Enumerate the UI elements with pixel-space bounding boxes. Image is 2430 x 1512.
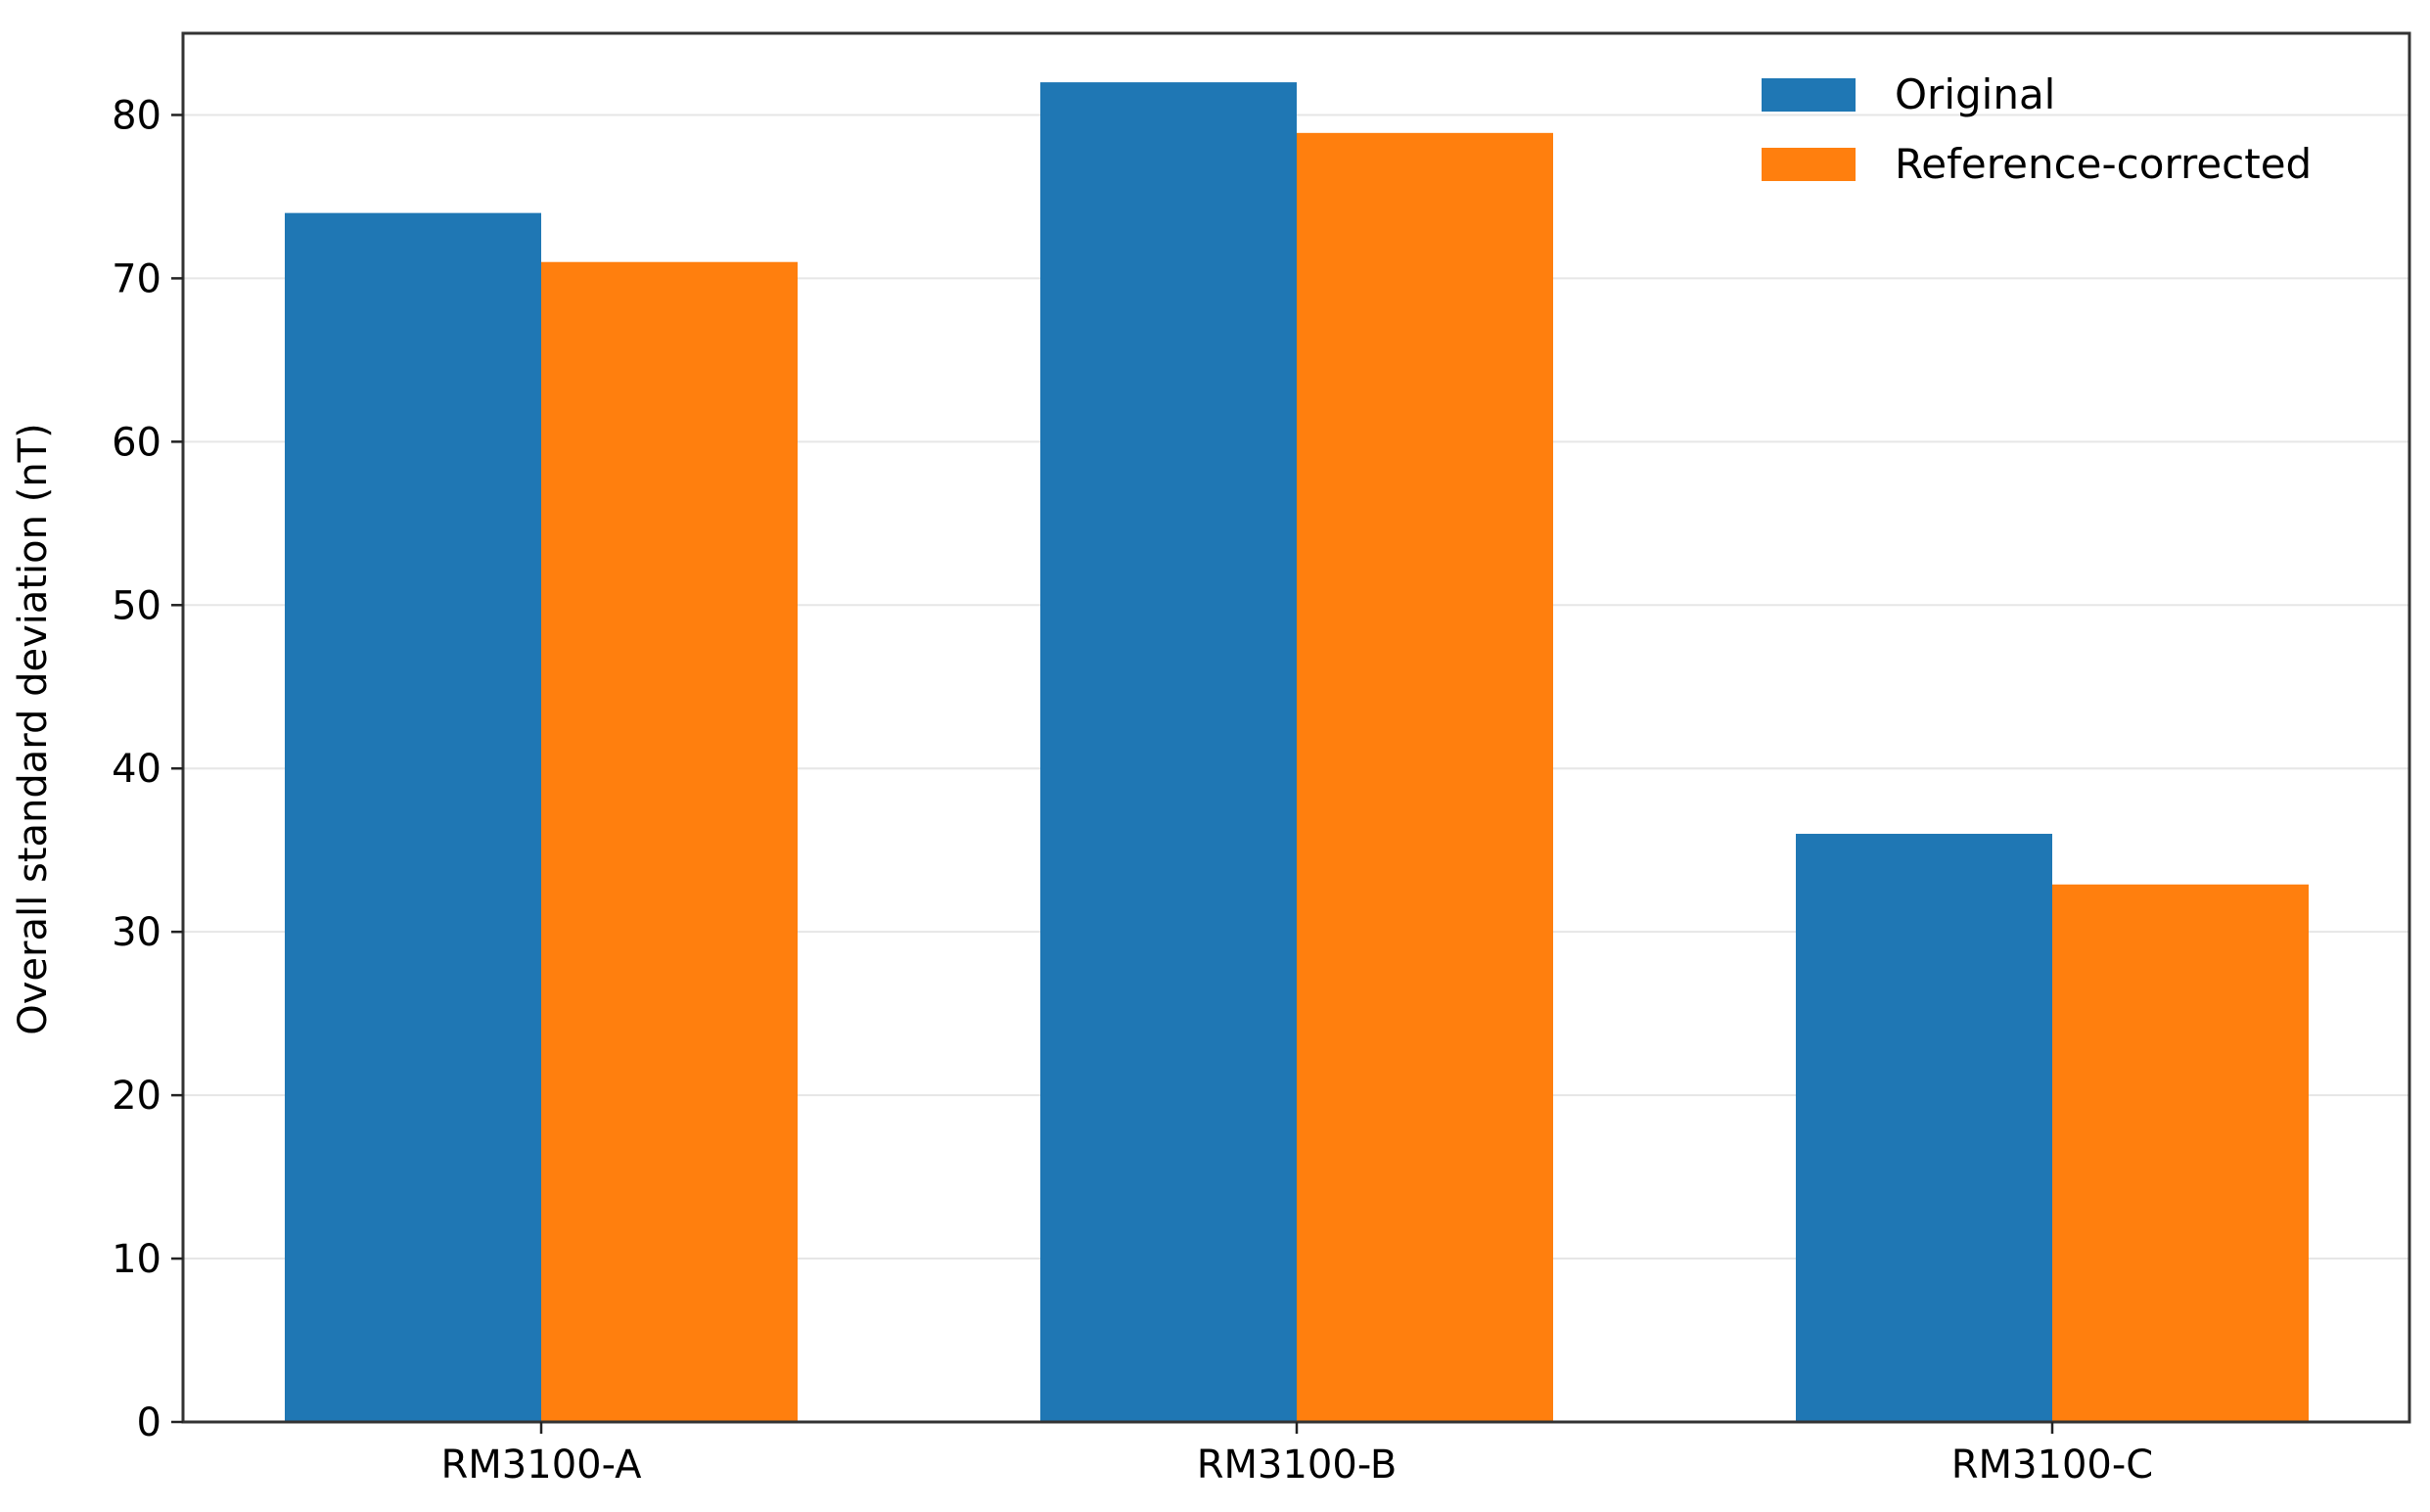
y-tick-label: 0 <box>137 1400 161 1445</box>
x-tick-label: RM3100-B <box>1197 1443 1398 1488</box>
y-axis-ticks: 0 10 20 30 40 50 60 70 80 <box>112 93 183 1445</box>
legend-swatch <box>1762 78 1856 112</box>
x-axis-ticks: RM3100-A RM3100-B RM3100-C <box>440 1422 2153 1488</box>
bars <box>285 82 2309 1423</box>
y-tick-label: 80 <box>112 93 161 138</box>
legend-label: Original <box>1895 70 2055 118</box>
bar-original-rm3100-a <box>285 212 541 1423</box>
legend-swatch <box>1762 148 1856 181</box>
legend-label: Reference-corrected <box>1895 140 2312 188</box>
bar-original-rm3100-c <box>1796 834 2052 1422</box>
bar-reference-corrected-rm3100-c <box>2052 884 2309 1422</box>
bar-reference-corrected-rm3100-b <box>1297 132 1553 1423</box>
y-tick-label: 20 <box>112 1074 161 1119</box>
y-tick-label: 60 <box>112 420 161 465</box>
y-tick-label: 10 <box>112 1237 161 1282</box>
y-tick-label: 40 <box>112 747 161 792</box>
y-tick-label: 50 <box>112 583 161 628</box>
bar-original-rm3100-b <box>1040 82 1297 1422</box>
y-axis-label: Overall standard deviation (nT) <box>11 423 56 1034</box>
x-tick-label: RM3100-A <box>440 1443 642 1488</box>
y-tick-label: 70 <box>112 256 161 301</box>
x-tick-label: RM3100-C <box>1951 1443 2153 1488</box>
y-tick-label: 30 <box>112 910 161 955</box>
legend: Original Reference-corrected <box>1762 70 2312 188</box>
bar-reference-corrected-rm3100-a <box>541 261 798 1422</box>
